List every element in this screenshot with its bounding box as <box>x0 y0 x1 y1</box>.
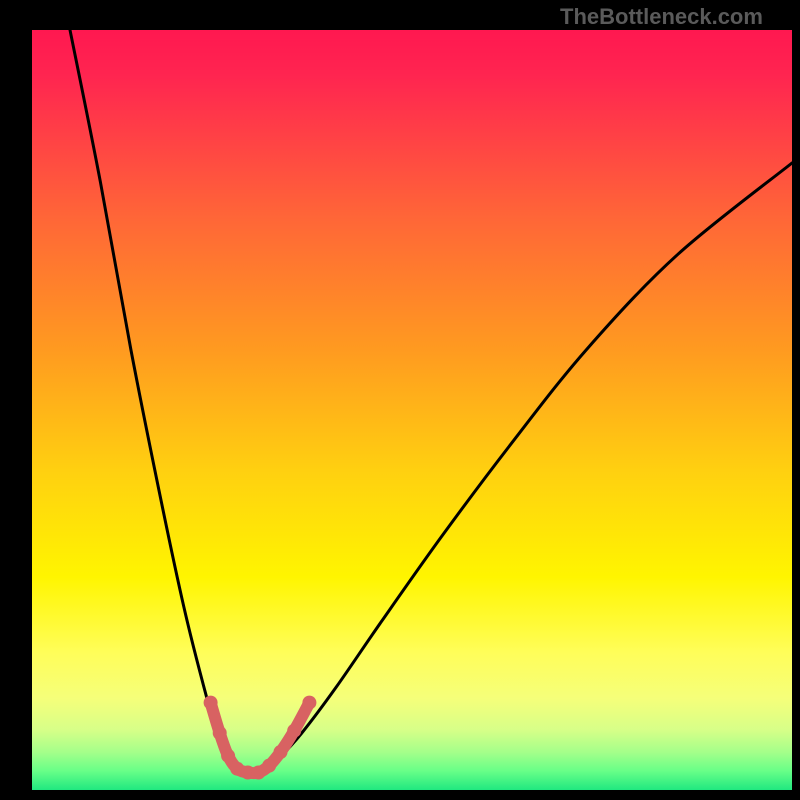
marker-dot <box>204 696 218 710</box>
plot-area <box>32 30 792 790</box>
marker-dot <box>302 696 316 710</box>
marker-dot <box>262 759 276 773</box>
chart-svg <box>32 30 792 790</box>
gradient-background <box>32 30 792 790</box>
marker-dot <box>287 724 301 738</box>
marker-dot <box>274 745 288 759</box>
marker-dot <box>213 726 227 740</box>
watermark-text: TheBottleneck.com <box>560 4 763 30</box>
marker-dot <box>221 749 235 763</box>
chart-container: TheBottleneck.com <box>0 0 800 800</box>
